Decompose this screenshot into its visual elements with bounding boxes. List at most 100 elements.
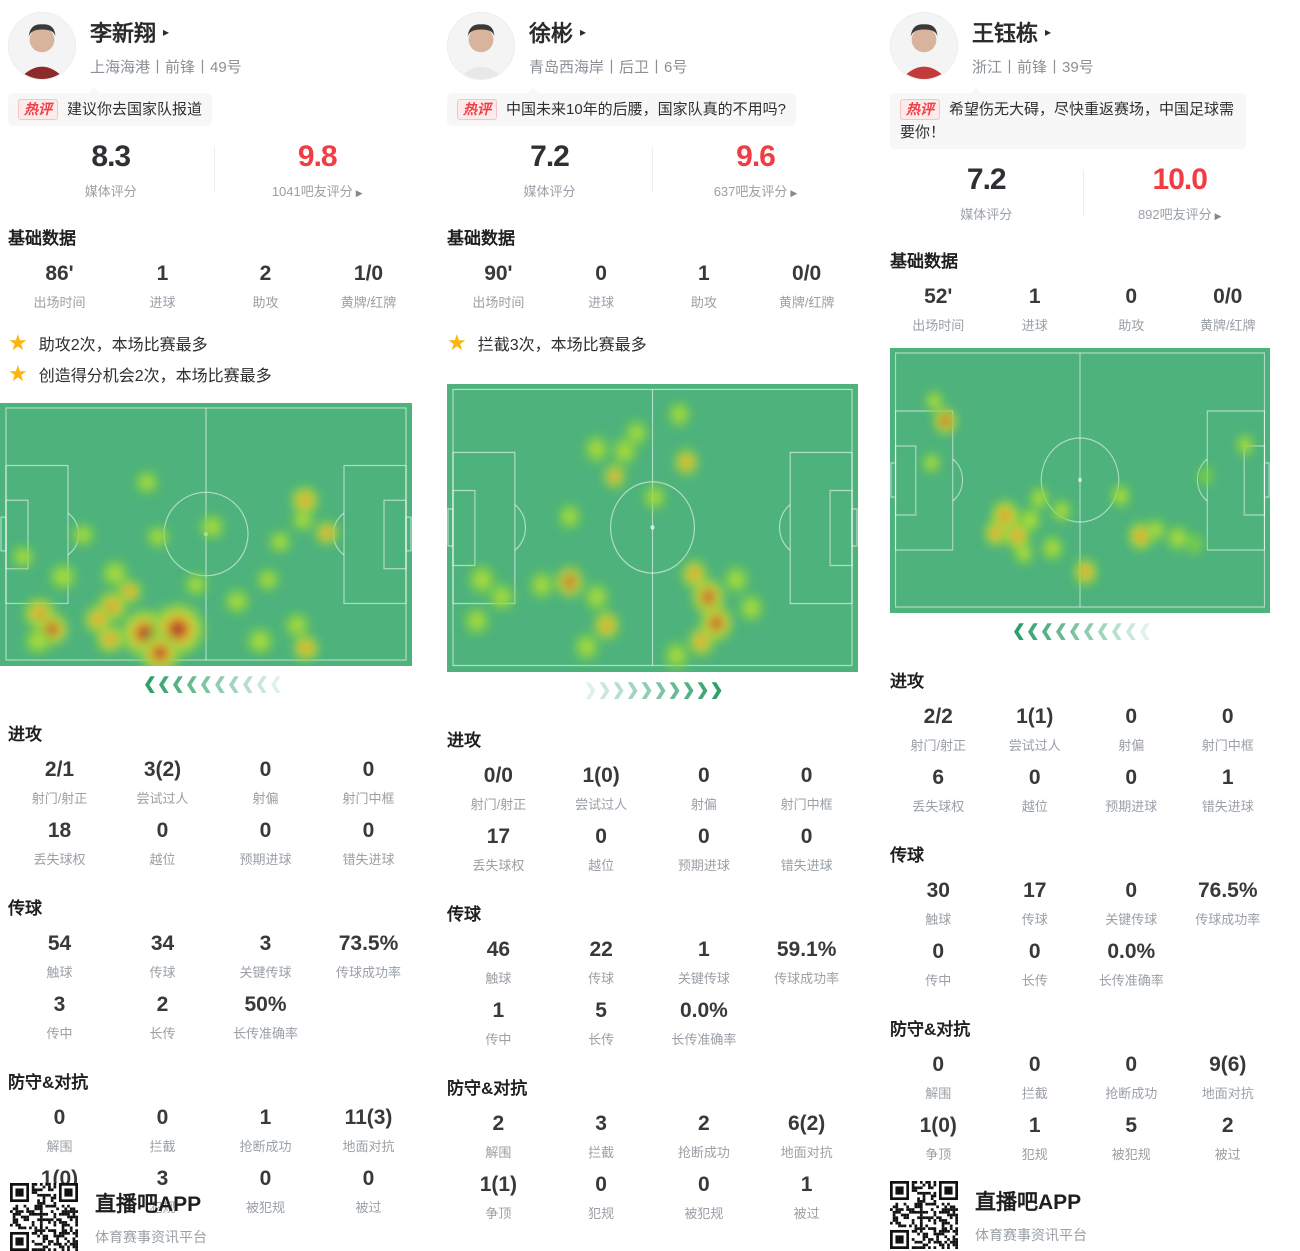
stat-value: 0 [1125,879,1138,902]
stat-value: 0 [698,764,710,787]
player-team: 上海海港丨前锋丨49号 [90,58,242,76]
stats-grid: 1 传中 5 长传 0.0% 长传准确率 [447,999,858,1048]
stats-grid: 2 解围 3 拦截 2 抢断成功 6(2) 地面对抗 [447,1112,858,1161]
stat-cell: 90' 出场时间 [447,262,550,311]
stat-value: 0 [1028,1053,1041,1076]
stat-cell: 0 错失进球 [755,825,858,874]
stat-cell: 5 被犯规 [1083,1114,1180,1163]
stat-cell: 0 越位 [987,766,1084,815]
section-title: 传球 [447,905,481,924]
stat-value: 1 [156,262,169,285]
stat-cell: 1(0) 尝试过人 [550,764,653,813]
basic-stats-grid: 90' 出场时间 0 进球 1 助攻 0/0 黄牌/红牌 [447,262,858,311]
stat-value: 3 [53,993,66,1016]
stat-label: 尝试过人 [136,791,189,806]
hot-comment-text: 中国未来10年的后腰，国家队真的不用吗? [506,101,787,118]
player-header: 李新翔 ▸ 上海海港丨前锋丨49号 [8,12,420,80]
fan-score-label[interactable]: 892吧友评分 ▶ [1137,207,1222,222]
basic-data-title: 基础数据 [890,252,958,271]
stat-label: 错失进球 [780,858,833,873]
fan-score-label[interactable]: 1041吧友评分 ▶ [271,184,363,199]
stat-label: 长传准确率 [1098,973,1164,988]
stat-cell: 76.5% 传球成功率 [1180,879,1277,928]
stat-label: 被犯规 [684,1206,724,1221]
stat-label: 出场时间 [33,295,86,310]
stat-label: 尝试过人 [575,797,628,812]
stat-value: 17 [486,825,511,848]
stat-cell: 1 进球 [111,262,214,311]
stat-value: 1 [492,999,505,1022]
player-name-row[interactable]: 李新翔 ▸ [90,16,242,48]
stat-cell: 30 触球 [890,879,987,928]
stat-label: 助攻 [252,295,279,310]
chevron-left-icon [243,676,253,694]
stat-cell: 1 犯规 [987,1114,1084,1163]
stat-cell: 2/1 射门/射正 [8,758,111,807]
stat-value: 0.0% [679,999,728,1022]
stat-cell: 3 拦截 [550,1112,653,1161]
stats-grid: 1(1) 争顶 0 犯规 0 被犯规 1 被过 [447,1173,858,1222]
stat-label: 抢断成功 [1105,1086,1158,1101]
stat-cell: 1 进球 [987,285,1084,334]
stat-cell: 6(2) 地面对抗 [755,1112,858,1161]
stats-grid: 30 触球 17 传球 0 关键传球 76.5% 传球成功率 [890,879,1276,928]
stat-value: 0 [1125,705,1138,728]
section-title: 防守&对抗 [447,1079,528,1098]
stat-label: 出场时间 [912,318,965,333]
stat-value: 0 [1221,705,1234,728]
stat-cell: 1(0) 争顶 [890,1114,987,1163]
stat-label: 丢失球权 [472,858,525,873]
stat-label: 传中 [46,1026,73,1041]
stat-label: 预期进球 [239,852,292,867]
hot-comment-bubble: 热评 中国未来10年的后腰，国家队真的不用吗? [447,87,797,126]
player-name-row[interactable]: 王钰栋 ▸ [972,16,1094,48]
basic-stats-grid: 52' 出场时间 1 进球 0 助攻 0/0 黄牌/红牌 [890,285,1276,334]
fan-score-label[interactable]: 637吧友评分 ▶ [713,184,798,199]
stat-value: 0 [156,819,169,842]
pitch-heatmap [890,348,1270,613]
stats-grid: 0 传中 0 长传 0.0% 长传准确率 [890,940,1276,989]
chevron-left-icon [215,676,225,694]
stat-value: 2 [1221,1114,1234,1137]
chevron-right-icon [711,682,722,700]
stat-label: 争顶 [485,1206,512,1221]
avatar [890,12,958,80]
stat-cell: 1 被过 [755,1173,858,1222]
stat-label: 传中 [925,973,952,988]
stat-cell: 2 解围 [447,1112,550,1161]
stat-cell: 0 助攻 [1083,285,1180,334]
stat-cell: 50% 长传准确率 [214,993,317,1042]
stat-value: 1(0) [919,1114,957,1137]
chevron-left-icon [1112,623,1122,641]
stat-label: 触球 [925,912,952,927]
stat-value: 0 [362,819,375,842]
player-name-row[interactable]: 徐彬 ▸ [529,16,687,48]
stat-label: 传球成功率 [774,971,840,986]
chevron-left-icon [1056,623,1066,641]
stat-value: 6 [932,766,945,789]
fan-score: 9.8 [297,140,338,173]
stat-value: 6(2) [787,1112,826,1135]
app-name: 直播吧APP [95,1193,202,1216]
stat-value: 0 [259,1167,272,1190]
chevron-right-icon [641,682,652,700]
stat-label: 地面对抗 [1201,1086,1254,1101]
highlight-text: 助攻2次，本场比赛最多 [38,336,208,354]
stat-label: 丢失球权 [33,852,86,867]
stat-label: 射门中框 [342,791,395,806]
app-footer: 直播吧APP 体育赛事资讯平台 [890,1181,1276,1249]
stat-cell: 2 抢断成功 [653,1112,756,1161]
stat-label: 长传 [588,1032,615,1047]
stat-value: 2 [698,1112,710,1135]
stat-cell: 1 助攻 [653,262,756,311]
stats-grid: 17 丢失球权 0 越位 0 预期进球 0 错失进球 [447,825,858,874]
stat-label: 解围 [46,1139,73,1154]
stat-label: 进球 [149,295,176,310]
stat-label: 拦截 [588,1145,615,1160]
stat-label: 射门/射正 [470,797,527,812]
player-name: 徐彬 [529,20,574,46]
stat-cell: 11(3) 地面对抗 [317,1106,420,1155]
player-name: 李新翔 [90,20,157,46]
stat-label: 传球 [149,965,176,980]
stat-label: 被过 [1214,1147,1241,1162]
